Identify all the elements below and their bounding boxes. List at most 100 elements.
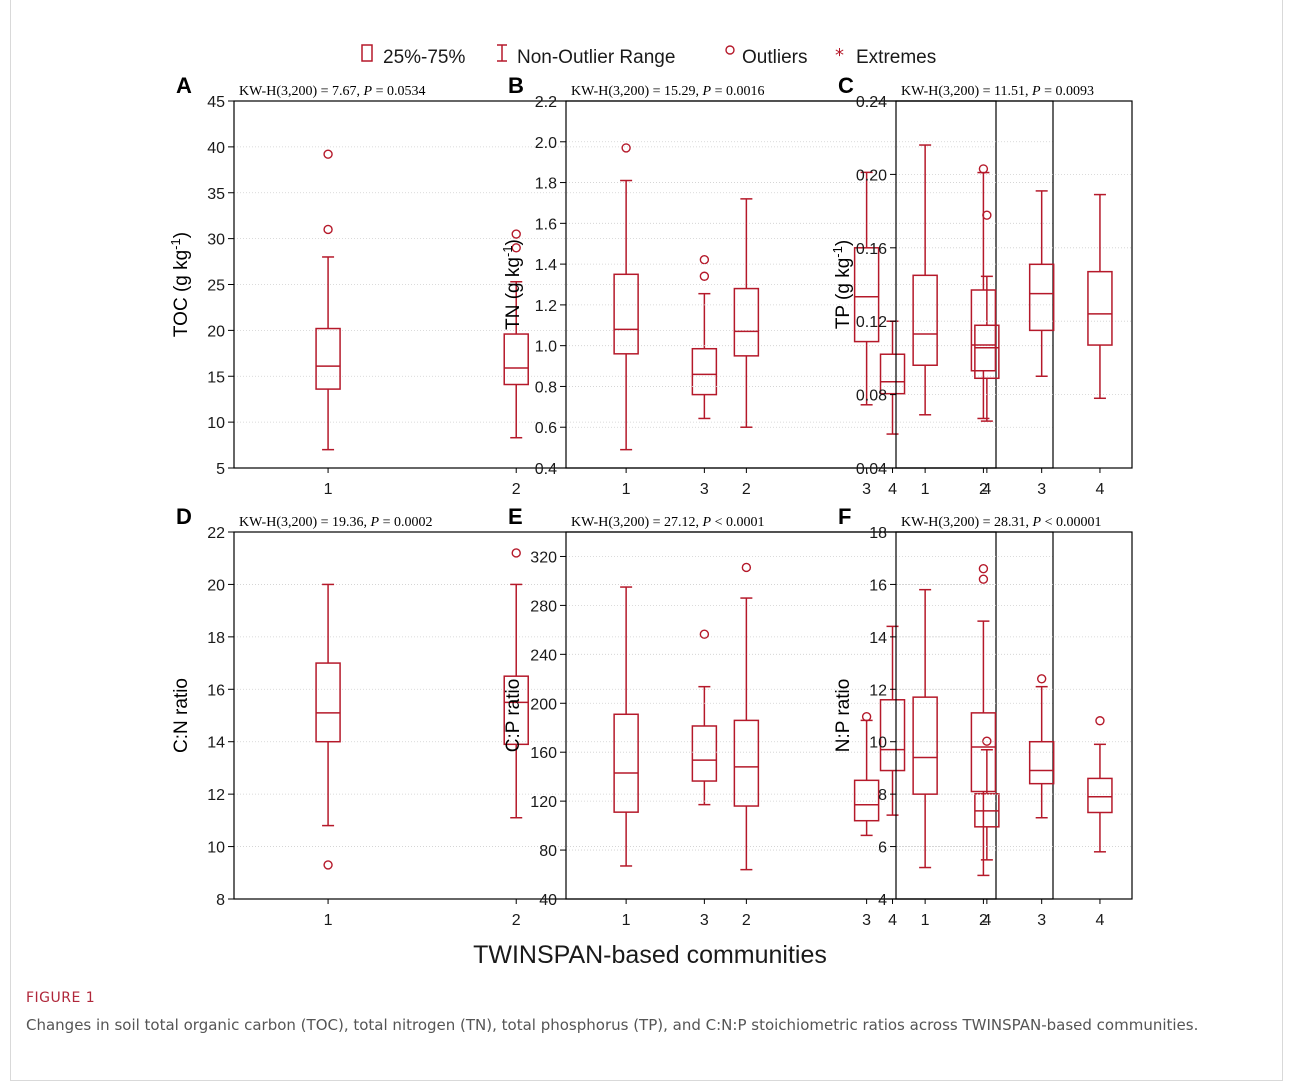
iqr-box (503, 675, 529, 746)
box-plot-figure: 25%-75% Non-Outlier Range Outliers * Ext… (168, 44, 1133, 969)
plot-frame (895, 100, 1133, 469)
iqr-box (912, 274, 938, 366)
y-tick-label: 1.4 (535, 257, 557, 274)
iqr-box (853, 247, 880, 343)
legend-whisker-label: Non-Outlier Range (517, 47, 675, 68)
plot-frame (565, 531, 1054, 900)
y-tick-label: 12 (207, 787, 225, 804)
iqr-box (879, 353, 906, 395)
outlier-point (511, 229, 521, 239)
kw-statistic: KW-H(3,200) = 11.51, P = 0.0093 (901, 84, 1094, 99)
box-3 (691, 629, 718, 806)
y-tick-label: 40 (207, 140, 225, 157)
outlier-point (699, 629, 710, 639)
outlier-point (978, 164, 989, 174)
y-tick-label: 2.0 (535, 135, 557, 152)
legend-outlier-swatch (725, 45, 735, 55)
y-tick-label: 20 (207, 323, 225, 340)
y-tick-label: 0.04 (856, 461, 887, 478)
iqr-box (691, 725, 718, 782)
figure-caption-text: Changes in soil total organic carbon (TO… (26, 1016, 1199, 1034)
x-tick-label: 2 (742, 481, 751, 498)
plot-frame (895, 531, 1133, 900)
x-tick-label: 4 (982, 481, 991, 498)
legend-box-label: 25%-75% (383, 47, 465, 68)
outlier-point (861, 712, 872, 722)
y-tick-label: 280 (530, 598, 557, 615)
x-tick-label: 3 (1037, 481, 1046, 498)
outlier-point (1036, 674, 1047, 684)
iqr-box (853, 779, 880, 822)
outlier-point (323, 860, 333, 870)
box-3 (1028, 674, 1055, 819)
outlier-point (699, 271, 710, 281)
y-tick-label: 22 (207, 525, 225, 542)
y-axis-title: TP (g kg-1) (830, 240, 854, 329)
x-axis-title: TWINSPAN-based communities (473, 941, 827, 969)
kw-statistic: KW-H(3,200) = 27.12, P < 0.0001 (571, 515, 765, 530)
iqr-box (970, 289, 997, 372)
iqr-box (912, 696, 938, 795)
legend: 25%-75% Non-Outlier Range Outliers * Ext… (361, 44, 936, 68)
iqr-box (974, 324, 1000, 380)
panel-letter: A (176, 73, 192, 98)
y-tick-label: 15 (207, 369, 225, 386)
box-1 (613, 586, 639, 867)
x-tick-label: 1 (324, 481, 333, 498)
iqr-box (733, 287, 760, 357)
x-tick-label: 2 (512, 912, 521, 929)
legend-outlier-label: Outliers (742, 47, 807, 68)
x-tick-label: 1 (622, 912, 631, 929)
kw-statistic: KW-H(3,200) = 28.31, P < 0.00001 (901, 515, 1102, 530)
box-4 (974, 736, 1000, 861)
legend-box-swatch (361, 44, 373, 62)
box-1 (912, 144, 938, 416)
y-tick-label: 1.2 (535, 298, 557, 315)
y-tick-label: 1.0 (535, 339, 557, 356)
x-tick-label: 2 (979, 912, 988, 929)
y-tick-label: 14 (207, 735, 225, 752)
y-tick-label: 16 (207, 682, 225, 699)
panel-letter: C (838, 73, 854, 98)
iqr-box (1087, 777, 1113, 814)
x-tick-label: 3 (862, 912, 871, 929)
box-1 (912, 588, 938, 869)
y-tick-label: 8 (216, 892, 225, 909)
iqr-box (691, 347, 718, 396)
x-tick-label: 4 (1095, 912, 1104, 929)
box-1 (315, 149, 341, 451)
outlier-point (511, 548, 521, 558)
x-tick-label: 1 (921, 912, 930, 929)
y-tick-label: 120 (530, 794, 557, 811)
iqr-box (1028, 740, 1055, 785)
x-tick-label: 1 (622, 481, 631, 498)
x-tick-label: 1 (324, 912, 333, 929)
y-axis-title: TOC (g kg-1) (168, 232, 192, 337)
y-tick-label: 2.2 (535, 94, 557, 111)
y-tick-label: 4 (878, 892, 887, 909)
iqr-box (1028, 263, 1055, 332)
y-tick-label: 1.8 (535, 176, 557, 193)
box-3 (853, 712, 880, 837)
x-tick-label: 4 (888, 481, 897, 498)
y-tick-label: 1.6 (535, 216, 557, 233)
y-axis-title: C:P ratio (503, 679, 524, 753)
y-tick-label: 20 (207, 577, 225, 594)
box-2 (503, 229, 529, 439)
outlier-point (741, 562, 752, 573)
x-tick-label: 4 (1095, 481, 1104, 498)
iqr-box (613, 713, 639, 813)
y-tick-label: 5 (216, 461, 225, 478)
box-4 (879, 320, 906, 435)
y-tick-label: 320 (530, 549, 557, 566)
kw-statistic: KW-H(3,200) = 7.67, P = 0.0534 (239, 84, 426, 99)
y-tick-label: 6 (878, 840, 887, 857)
box-2 (970, 564, 997, 877)
legend-whisker-swatch (497, 44, 507, 62)
box-3 (1028, 190, 1055, 377)
